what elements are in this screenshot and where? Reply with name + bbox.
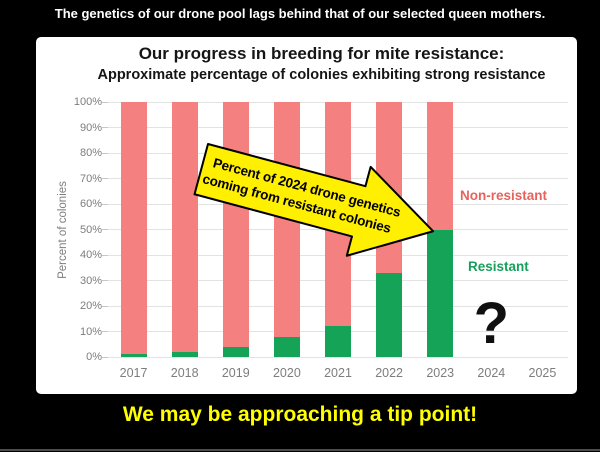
bottom-banner-text: We may be approaching a tip point! (122, 403, 478, 426)
y-tick-mark (102, 356, 108, 358)
legend-resistant: Resistant (468, 259, 529, 274)
y-tick-mark (102, 254, 108, 256)
x-tick-label: 2025 (528, 366, 557, 380)
x-tick-label: 2017 (119, 366, 148, 380)
bar-resistant-2018 (171, 351, 198, 357)
gridline (108, 356, 568, 358)
y-tick-mark (102, 229, 108, 230)
chart-title: Our progress in breeding for mite resist… (138, 44, 505, 63)
bar-resistant-2023 (427, 229, 454, 357)
bottom-edge-line (0, 449, 600, 451)
bar-non-resistant-2023 (427, 102, 454, 230)
bar-non-resistant-2022 (376, 102, 403, 273)
y-tick-label: 100% (73, 96, 102, 108)
y-tick-mark (102, 101, 108, 103)
y-tick-label: 10% (79, 325, 102, 338)
y-tick-label: 90% (79, 121, 102, 134)
bar-resistant-2017 (120, 354, 147, 357)
top-banner-text: The genetics of our drone pool lags behi… (54, 6, 546, 21)
y-tick-label: 30% (79, 274, 102, 287)
y-tick-mark (102, 127, 108, 128)
y-tick-label: 40% (79, 249, 102, 261)
bar-resistant-2021 (325, 326, 351, 357)
y-tick-mark (102, 203, 108, 205)
legend-non-resistant: Non-resistant (460, 188, 548, 203)
x-tick-label: 2019 (221, 366, 250, 380)
bar-non-resistant-2018 (171, 102, 198, 352)
y-tick-mark (102, 178, 108, 179)
y-tick-label: 0% (86, 351, 102, 363)
y-tick-mark (102, 152, 108, 154)
bar-resistant-2020 (273, 336, 300, 357)
plot-area: 0% 10% 20% 30% 40% 50% 60% 70% 80% 90% 100% 2017 201… (74, 96, 568, 380)
gridline (108, 101, 568, 103)
chart-panel: Our progress in breeding for mite resist… (36, 37, 577, 394)
bar-non-resistant-2020 (273, 102, 300, 337)
y-tick-mark (102, 305, 108, 307)
x-tick-label: 2018 (170, 366, 199, 380)
y-tick-label: 50% (79, 223, 102, 236)
y-tick-mark (102, 280, 108, 281)
y-tick-mark (102, 331, 108, 332)
bar-resistant-2019 (222, 346, 249, 357)
bar-resistant-2022 (376, 272, 403, 357)
x-tick-label: 2021 (324, 366, 352, 380)
x-tick-label: 2022 (375, 366, 404, 380)
y-tick-label: 70% (79, 172, 102, 185)
bar-non-resistant-2021 (325, 102, 351, 327)
bar-non-resistant-2019 (222, 102, 249, 347)
x-tick-label: 2024 (477, 366, 506, 380)
bar-non-resistant-2017 (120, 102, 147, 355)
y-tick-label: 20% (79, 300, 102, 312)
chart-subtitle: Approximate percentage of colonies exhib… (97, 67, 546, 83)
x-tick-label: 2023 (426, 366, 455, 380)
y-tick-label: 80% (79, 147, 102, 159)
question-mark: ? (473, 291, 510, 356)
y-tick-label: 60% (79, 198, 102, 210)
x-tick-label: 2020 (272, 366, 301, 380)
